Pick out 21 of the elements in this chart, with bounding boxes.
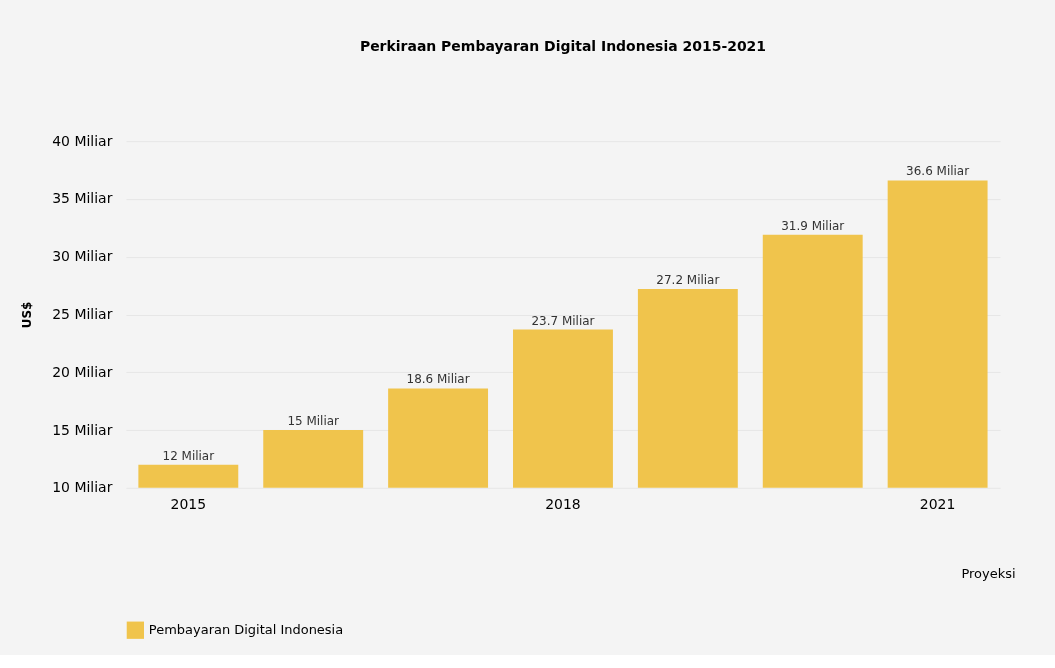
data-label: 27.2 Miliar (656, 273, 720, 288)
y-axis-title: US$ (20, 301, 35, 329)
y-tick-label: 15 Miliar (52, 421, 113, 438)
data-label: 12 Miliar (162, 448, 215, 463)
y-tick-label: 10 Miliar (52, 479, 113, 496)
chart-title: Perkiraan Pembayaran Digital Indonesia 2015-2021 (359, 38, 767, 55)
y-tick-label: 40 Miliar (52, 132, 113, 149)
x-tick-label: 2015 (170, 496, 207, 513)
x-axis-title: Proyeksi (961, 566, 1016, 582)
y-tick-label: 35 Miliar (52, 190, 113, 207)
legend-label: Pembayaran Digital Indonesia (148, 622, 344, 638)
data-label: 15 Miliar (287, 414, 340, 429)
y-tick-label: 20 Miliar (52, 363, 113, 380)
data-label: 23.7 Miliar (531, 313, 595, 328)
x-tick-label: 2021 (919, 496, 956, 513)
y-tick-label: 30 Miliar (52, 248, 113, 265)
data-label: 36.6 Miliar (906, 164, 970, 179)
data-label: 31.9 Miliar (781, 218, 845, 233)
x-tick-label: 2018 (545, 496, 581, 513)
y-tick-label: 25 Miliar (52, 306, 113, 323)
data-label: 18.6 Miliar (406, 372, 470, 387)
